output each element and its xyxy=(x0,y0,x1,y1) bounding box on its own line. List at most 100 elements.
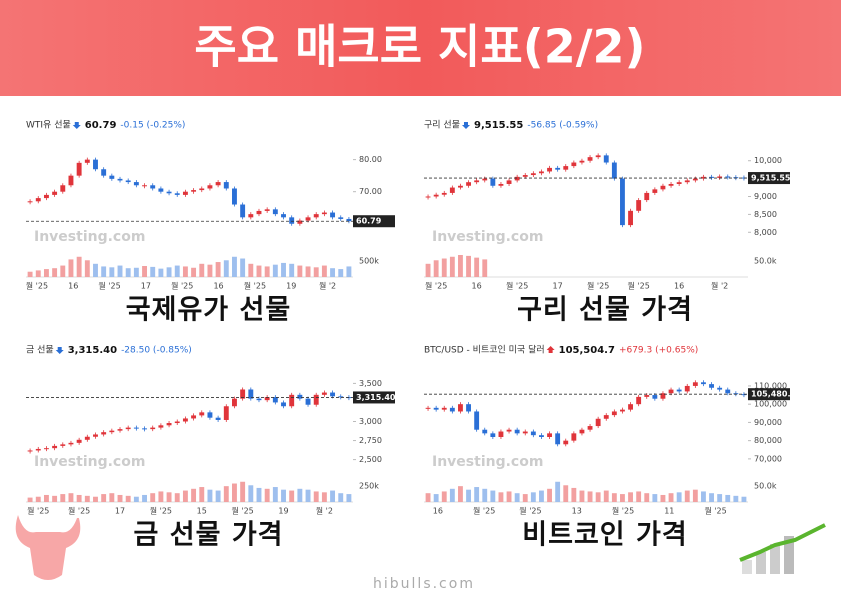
candle-body xyxy=(232,188,237,205)
candle-body xyxy=(264,397,270,401)
candle-body xyxy=(660,393,666,399)
candle-body xyxy=(27,450,33,452)
candle-body xyxy=(530,431,536,436)
y-tick-label: 70,000 xyxy=(754,454,782,463)
volume-bar xyxy=(27,497,33,502)
candle-body xyxy=(256,210,262,215)
volume-bar xyxy=(150,266,156,277)
panel-bg xyxy=(420,115,790,293)
candle-body xyxy=(223,406,229,420)
volume-bar xyxy=(76,256,82,277)
x-tick-label: 월 '25 xyxy=(704,506,726,516)
candle-body xyxy=(199,412,205,416)
last-price-label: 3,315.40 xyxy=(356,393,396,402)
volume-bar xyxy=(289,263,295,277)
volume-bar xyxy=(717,494,723,502)
candle-body xyxy=(547,433,552,437)
candle-body xyxy=(84,159,90,163)
candle-body xyxy=(76,439,82,443)
last-price-box xyxy=(353,215,395,228)
candle-body xyxy=(199,188,205,191)
candle-body xyxy=(603,155,609,163)
x-tick-label: 16 xyxy=(472,282,482,291)
volume-bar xyxy=(482,488,488,502)
candle-body xyxy=(109,430,115,433)
candle-body xyxy=(109,175,115,179)
instrument-name: BTC/USD - 비트코인 미국 달러 xyxy=(424,344,545,356)
direction-arrow xyxy=(546,346,555,353)
candle-body xyxy=(207,412,213,418)
volume-bar xyxy=(474,487,480,502)
chart-caption: 구리 선물 가격 xyxy=(517,295,693,326)
candle-body xyxy=(93,159,98,170)
candle-body xyxy=(611,411,617,416)
x-tick-label: 월 '25 xyxy=(26,281,48,291)
volume-bar xyxy=(232,483,237,502)
watermark: Investing.com xyxy=(34,229,145,245)
candle-body xyxy=(297,220,303,224)
volume-bar xyxy=(264,266,270,277)
volume-bar xyxy=(256,487,262,502)
candle-body xyxy=(587,157,593,161)
candle-body xyxy=(256,398,262,401)
price: 9,515.55 xyxy=(474,120,523,131)
volume-bar xyxy=(199,487,205,502)
candle-body xyxy=(701,176,706,179)
candle-body xyxy=(117,178,123,181)
candle-body xyxy=(321,392,327,395)
volume-bar xyxy=(733,495,739,502)
candle-body xyxy=(125,427,131,430)
volume-bar xyxy=(498,492,504,502)
panel-bg xyxy=(420,340,790,518)
volume-bar xyxy=(174,265,180,277)
volume-bar xyxy=(215,490,221,502)
volume-bar xyxy=(458,255,463,277)
candle-body xyxy=(717,176,723,178)
candle-body xyxy=(563,440,569,445)
volume-bar xyxy=(199,263,205,277)
candle-body xyxy=(240,389,246,399)
candle-body xyxy=(692,382,698,386)
candle-body xyxy=(563,166,569,170)
candle-body xyxy=(482,178,488,181)
candle-body xyxy=(305,217,311,221)
volume-bar xyxy=(174,493,180,502)
volume-bar xyxy=(466,489,471,502)
candle-body xyxy=(215,417,221,420)
chart-caption: 금 선물 가격 xyxy=(134,520,284,551)
footer: hibulls.com xyxy=(373,576,475,592)
volume-bar xyxy=(701,491,706,502)
candle-body xyxy=(166,191,172,194)
volume-bar xyxy=(660,494,666,502)
volume-bar xyxy=(215,262,221,277)
candle-body xyxy=(522,431,528,434)
candle-body xyxy=(555,167,561,170)
volume-bar xyxy=(93,263,98,277)
candle-body xyxy=(555,433,561,445)
volume-bar xyxy=(522,494,528,502)
volume-bar xyxy=(330,268,336,277)
candle-body xyxy=(297,394,303,399)
volume-bar xyxy=(330,490,336,502)
candle-body xyxy=(338,217,344,219)
candle-body xyxy=(733,393,739,395)
y-tick-label: 3,000 xyxy=(359,417,382,426)
candle-body xyxy=(289,394,295,407)
candle-body xyxy=(482,429,488,434)
candle-body xyxy=(35,448,41,451)
volume-bar xyxy=(449,256,455,277)
candle-body xyxy=(498,183,504,186)
volume-bar xyxy=(93,496,98,502)
x-tick-label: 월 '25 xyxy=(628,281,650,291)
volume-bar xyxy=(555,481,561,502)
volume-bar xyxy=(346,266,352,277)
volume-bar xyxy=(741,496,747,502)
chart-panel: 금 선물 3,315.40 -28.50 (-0.85%) 2,500 2,750 3,0… xyxy=(22,340,396,551)
volume-bar xyxy=(166,492,172,502)
volume-bar xyxy=(725,494,731,502)
price-change: -0.15 (-0.25%) xyxy=(120,121,185,131)
x-tick-label: 월 '25 xyxy=(473,506,495,516)
x-tick-label: 16 xyxy=(68,282,78,291)
volume-bar xyxy=(425,493,431,502)
candle-body xyxy=(522,175,528,177)
